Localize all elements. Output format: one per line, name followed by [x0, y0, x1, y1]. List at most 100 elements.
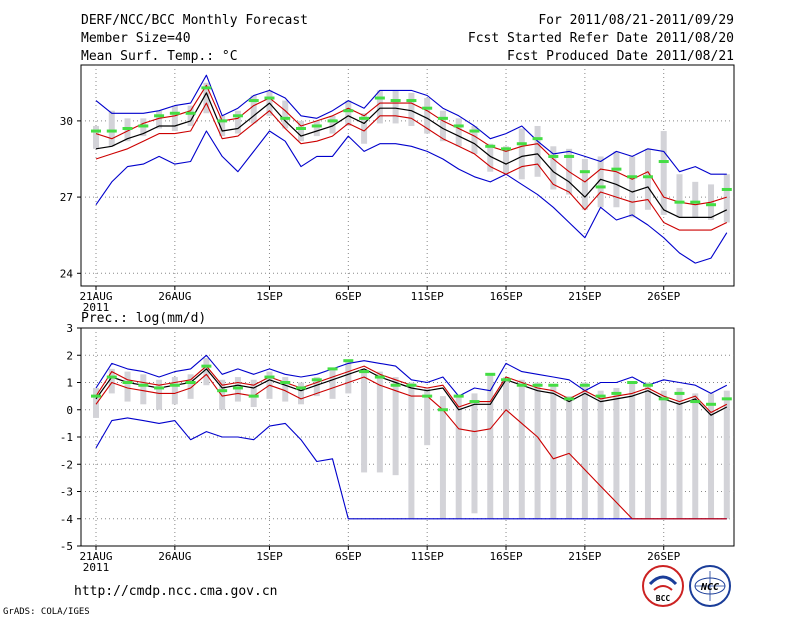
ensemble-box [503, 146, 510, 175]
ensemble-box [392, 377, 399, 476]
ensemble-box [534, 382, 541, 519]
median-marker [185, 111, 196, 115]
series-line-mean [95, 368, 728, 416]
bcc-logo-text: BCC [656, 594, 671, 603]
ensemble-box [250, 379, 257, 408]
median-marker [311, 378, 322, 382]
median-marker [690, 200, 701, 204]
median-marker [501, 147, 512, 151]
ensemble-box [644, 148, 651, 210]
median-marker [138, 383, 149, 387]
median-marker [280, 381, 291, 384]
y-tick-label: -3 [60, 486, 73, 499]
median-marker [296, 127, 307, 131]
median-marker [674, 200, 685, 204]
forecast-period: For 2011/08/21-2011/09/29 [538, 13, 734, 28]
ensemble-box [597, 390, 604, 519]
y-tick-label: -5 [60, 540, 73, 553]
ensemble-box [676, 387, 683, 519]
median-marker [343, 109, 354, 113]
ensemble-box [660, 390, 667, 519]
lower-ylabel: Prec.: log(mm/d) [81, 311, 206, 326]
median-marker [595, 185, 606, 189]
median-marker [311, 124, 322, 128]
y-tick-label: 1 [66, 377, 73, 390]
y-tick-label: -2 [60, 458, 73, 471]
median-marker [374, 96, 385, 100]
median-marker [516, 142, 527, 146]
median-marker [595, 394, 606, 398]
ncc-logo: NCC [689, 565, 731, 607]
ensemble-box [660, 131, 667, 215]
median-marker [532, 383, 543, 387]
ensemble-box [581, 158, 588, 210]
median-marker [106, 375, 117, 379]
median-marker [374, 375, 385, 379]
ensemble-box [408, 382, 415, 519]
ensemble-box [234, 110, 241, 134]
median-marker [437, 116, 448, 120]
ensemble-box [313, 377, 320, 397]
median-marker [658, 397, 669, 401]
ensemble-box [518, 379, 525, 519]
x-tick-label: 1SEP [256, 290, 283, 303]
series-line-max [95, 354, 728, 397]
median-marker [138, 124, 149, 128]
x-tick-label: 16SEP [489, 290, 522, 303]
ensemble-box [298, 382, 305, 405]
median-marker [532, 137, 543, 141]
x-tick-sublabel: 2011 [83, 301, 110, 314]
ensemble-box [219, 379, 226, 410]
x-tick-label: 21SEP [568, 550, 601, 563]
ensemble-box [471, 125, 478, 154]
median-marker [453, 394, 464, 398]
median-marker [721, 397, 732, 401]
ncc-logo-text: NCC [700, 582, 719, 593]
ensemble-box [250, 95, 257, 124]
median-marker [248, 99, 259, 103]
ensemble-box [550, 385, 557, 519]
median-marker [706, 203, 717, 207]
median-marker [232, 114, 243, 118]
median-marker [359, 116, 370, 120]
ensemble-box [187, 105, 194, 126]
x-tick-label: 21SEP [568, 290, 601, 303]
median-marker [169, 383, 180, 387]
median-marker [516, 383, 527, 387]
median-marker [422, 106, 433, 110]
median-marker [169, 111, 180, 115]
median-marker [485, 144, 496, 148]
series-line-mean-std [95, 102, 728, 231]
fcst-produced-date: Fcst Produced Date 2011/08/21 [507, 49, 734, 64]
x-tick-label: 6SEP [335, 550, 362, 563]
median-marker [642, 383, 653, 387]
median-marker [154, 114, 165, 118]
ensemble-box [613, 151, 620, 208]
bcc-logo: BCC [642, 565, 684, 607]
ensemble-box [581, 382, 588, 519]
median-marker [122, 127, 133, 131]
ensemble-box [629, 156, 636, 218]
ensemble-box [613, 387, 620, 519]
median-marker [548, 383, 559, 387]
ensemble-box [376, 371, 383, 473]
x-tick-label: 21AUG [79, 550, 112, 563]
median-marker [264, 375, 275, 379]
ensemble-box [345, 100, 352, 126]
ensemble-box [203, 82, 210, 114]
ensemble-box [629, 382, 636, 519]
median-marker [406, 99, 417, 103]
y-tick-label: 0 [66, 404, 73, 417]
ensemble-box [439, 396, 446, 519]
ensemble-box [361, 368, 368, 473]
ensemble-box [93, 387, 99, 418]
median-marker [327, 367, 338, 371]
median-marker [248, 394, 259, 398]
median-marker [343, 359, 354, 363]
x-tick-label: 16SEP [489, 550, 522, 563]
ensemble-box [392, 90, 399, 124]
source-url[interactable]: http://cmdp.ncc.cma.gov.cn [74, 584, 278, 599]
median-marker [359, 370, 370, 374]
ensemble-box [408, 92, 415, 126]
